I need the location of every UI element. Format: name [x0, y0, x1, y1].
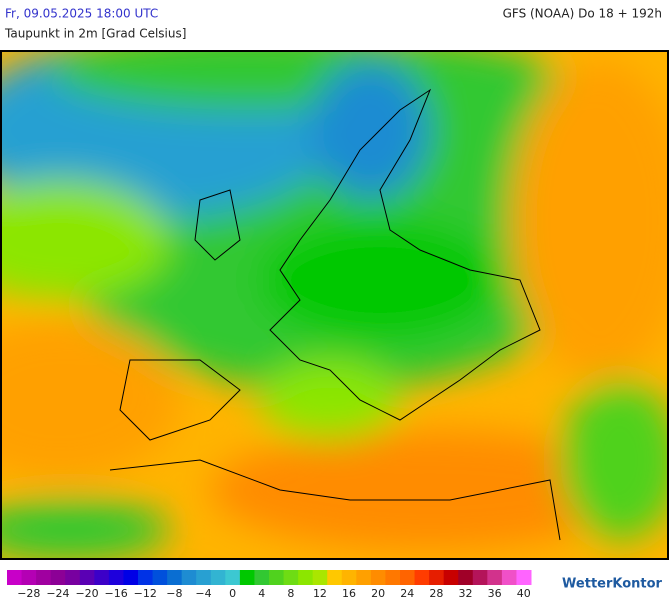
legend-swatch — [516, 570, 532, 585]
legend-swatch — [298, 570, 314, 585]
legend-label: 4 — [258, 587, 265, 600]
legend-label: 28 — [429, 587, 443, 600]
logo: WetterKontor — [562, 577, 663, 592]
legend-swatch — [65, 570, 81, 585]
model-label: GFS (NOAA) Do 18 + 192h — [503, 7, 662, 21]
legend-label: 40 — [517, 587, 531, 600]
date-label: Fr, 09.05.2025 18:00 UTC — [5, 7, 158, 21]
legend-swatch — [501, 570, 517, 585]
legend-swatch — [443, 570, 459, 585]
legend-swatch — [94, 570, 110, 585]
legend-label: −28 — [17, 587, 40, 600]
legend-label: 32 — [459, 587, 473, 600]
legend-swatch — [370, 570, 386, 585]
legend-swatch — [385, 570, 401, 585]
legend-swatch — [7, 570, 23, 585]
legend-swatch — [50, 570, 66, 585]
legend-swatch — [472, 570, 488, 585]
legend-swatch — [196, 570, 212, 585]
legend-swatch — [400, 570, 416, 585]
legend-swatch — [108, 570, 124, 585]
legend-label: −20 — [75, 587, 98, 600]
legend-swatch — [356, 570, 372, 585]
legend-label: 24 — [400, 587, 414, 600]
legend-swatch — [21, 570, 37, 585]
legend-label: −12 — [134, 587, 157, 600]
legend-swatch — [458, 570, 474, 585]
legend-swatch — [327, 570, 343, 585]
legend-swatch — [283, 570, 299, 585]
legend-label: 16 — [342, 587, 356, 600]
legend-label: −24 — [46, 587, 69, 600]
legend-swatch — [414, 570, 430, 585]
legend-label: 8 — [287, 587, 294, 600]
legend-label: 0 — [229, 587, 236, 600]
legend-swatch — [123, 570, 139, 585]
legend-swatch — [181, 570, 197, 585]
legend-swatch — [138, 570, 154, 585]
legend-swatch — [269, 570, 285, 585]
legend-swatch — [210, 570, 226, 585]
legend-swatch — [79, 570, 95, 585]
legend-swatch — [312, 570, 328, 585]
map — [1, 51, 668, 559]
legend-label: 36 — [488, 587, 502, 600]
legend-swatch — [225, 570, 241, 585]
legend-swatch — [36, 570, 52, 585]
legend-label: −8 — [166, 587, 182, 600]
legend-label: −16 — [105, 587, 128, 600]
subtitle: Taupunkt in 2m [Grad Celsius] — [4, 27, 186, 41]
legend-swatch — [341, 570, 357, 585]
legend-swatch — [487, 570, 503, 585]
legend-label: −4 — [195, 587, 211, 600]
legend-swatch — [429, 570, 445, 585]
legend-swatch — [152, 570, 168, 585]
legend-swatch — [167, 570, 183, 585]
legend-swatch — [254, 570, 270, 585]
map-frame — [0, 50, 669, 560]
color-legend: −28 −24 −20 −16 −12 −8 −4 0 4 8 12 16 20 24 28 32 36 40 — [7, 570, 532, 600]
legend-swatch — [239, 570, 255, 585]
legend-label: 20 — [371, 587, 385, 600]
legend-label: 12 — [313, 587, 327, 600]
